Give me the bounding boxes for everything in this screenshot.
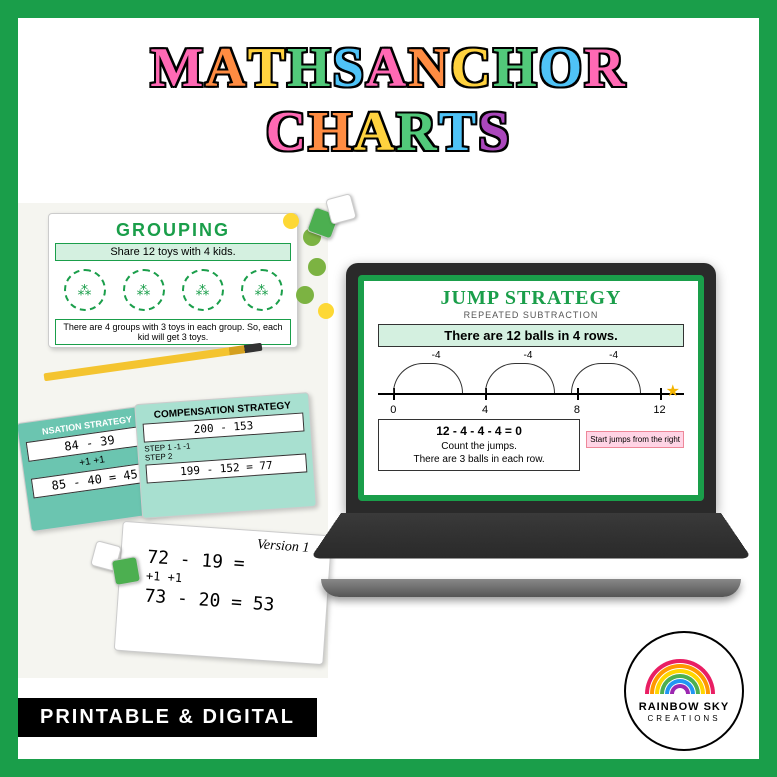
grouping-title: GROUPING: [55, 220, 291, 241]
jump-subtitle: REPEATED SUBTRACTION: [370, 310, 692, 320]
laptop-screen: JUMP STRATEGY REPEATED SUBTRACTION There…: [358, 275, 704, 501]
line: [378, 393, 684, 395]
outer-frame: MATHS ANCHOR CHARTS GROUPING Share 12 to…: [0, 0, 777, 777]
laptop-bezel: JUMP STRATEGY REPEATED SUBTRACTION There…: [346, 263, 716, 513]
step-val: -1 -1: [174, 441, 191, 451]
group-circle: ⁂: [182, 269, 224, 311]
grouping-footer: There are 4 groups with 3 toys in each g…: [55, 319, 291, 345]
pencil-icon: [44, 343, 263, 382]
bottom-tag: PRINTABLE & DIGITAL: [18, 698, 317, 737]
version-card: Version 1 72 - 19 = +1 +1 73 - 20 = 53: [114, 521, 333, 665]
number-line: 04812 -4-4-4 ★: [378, 353, 684, 413]
laptop: JUMP STRATEGY REPEATED SUBTRACTION There…: [321, 263, 741, 593]
star-icon: ★: [666, 381, 680, 401]
jump-text: Count the jumps.: [441, 441, 517, 452]
jump-result-box: 12 - 4 - 4 - 4 = 0 Count the jumps. Ther…: [378, 419, 580, 471]
jump-equation: 12 - 4 - 4 - 4 = 0: [436, 424, 522, 438]
grouping-card: GROUPING Share 12 toys with 4 kids. ⁂ ⁂ …: [48, 213, 298, 348]
jump-title: JUMP STRATEGY: [370, 287, 692, 310]
dice-icon: [325, 193, 357, 225]
compensation-card: COMPENSATION STRATEGY 200 - 153 STEP 1 -…: [134, 392, 317, 519]
jump-hint: Start jumps from the right: [586, 431, 684, 448]
logo-text-1: RAINBOW SKY: [639, 701, 729, 713]
rainbow-icon: [649, 659, 719, 697]
grouping-subtitle: Share 12 toys with 4 kids.: [55, 243, 291, 261]
jump-bottom-row: 12 - 4 - 4 - 4 = 0 Count the jumps. Ther…: [378, 419, 684, 471]
logo-text-2: CREATIONS: [647, 714, 720, 723]
group-circle: ⁂: [64, 269, 106, 311]
laptop-base: [321, 579, 741, 597]
grouping-circles: ⁂ ⁂ ⁂ ⁂: [55, 269, 291, 311]
dice-icon: [111, 556, 141, 586]
inner-content: MATHS ANCHOR CHARTS GROUPING Share 12 to…: [18, 18, 759, 759]
left-photo-area: GROUPING Share 12 toys with 4 kids. ⁂ ⁂ …: [18, 203, 328, 678]
title-line-2: CHARTS: [18, 100, 759, 164]
jump-text: There are 3 balls in each row.: [414, 454, 545, 465]
title-line-1: MATHS ANCHOR: [18, 36, 759, 100]
group-circle: ⁂: [123, 269, 165, 311]
group-circle: ⁂: [241, 269, 283, 311]
brand-logo: RAINBOW SKY CREATIONS: [624, 631, 744, 751]
laptop-keyboard: [310, 513, 751, 558]
jump-banner: There are 12 balls in 4 rows.: [378, 324, 684, 347]
title-block: MATHS ANCHOR CHARTS: [18, 18, 759, 172]
